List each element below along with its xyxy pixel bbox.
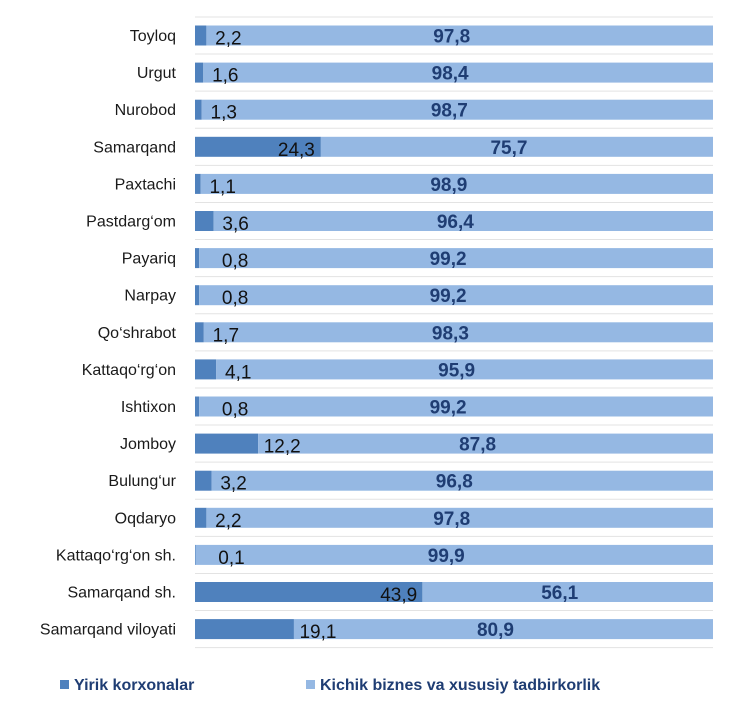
bar-yirik — [195, 359, 217, 380]
value-label-yirik: 1,6 — [212, 66, 238, 87]
bars — [195, 25, 714, 640]
category-label: Kattaqo‘rg‘on — [82, 362, 176, 379]
value-label-kichik: 99,2 — [430, 249, 467, 270]
bar-kichik — [206, 25, 713, 46]
bar-yirik — [195, 322, 204, 343]
bar-kichik — [203, 62, 713, 83]
value-label-kichik: 98,3 — [432, 323, 469, 344]
category-label: Narpay — [124, 288, 176, 305]
bar-kichik — [320, 136, 713, 157]
bar-kichik — [199, 285, 714, 306]
value-label-yirik: 0,8 — [222, 288, 248, 309]
bar-yirik — [195, 619, 294, 640]
category-label: Payariq — [122, 251, 176, 268]
value-label-kichik: 97,8 — [433, 27, 470, 48]
legend-swatch-kichik — [306, 680, 315, 689]
category-label: Urgut — [137, 65, 177, 82]
legend-label-kichik: Kichik biznes va xususiy tadbirkorlik — [320, 677, 600, 694]
value-label-kichik: 96,4 — [437, 212, 474, 233]
bar-kichik — [195, 544, 713, 565]
value-label-kichik: 98,7 — [431, 101, 468, 122]
bar-yirik — [195, 136, 321, 157]
value-label-kichik: 87,8 — [459, 435, 496, 456]
category-label: Jomboy — [120, 436, 176, 453]
value-label-kichik: 56,1 — [541, 583, 578, 604]
grid-lines — [195, 16, 713, 649]
bar-kichik — [293, 619, 713, 640]
bar-yirik — [195, 470, 212, 491]
value-label-kichik: 98,9 — [430, 175, 467, 196]
category-label: Nurobod — [115, 102, 176, 119]
value-label-yirik: 0,1 — [218, 548, 244, 569]
value-label-yirik: 1,3 — [211, 103, 237, 124]
category-label: Kattaqo‘rg‘on sh. — [56, 547, 176, 564]
value-label-yirik: 4,1 — [225, 362, 251, 383]
bar-yirik — [195, 544, 196, 565]
bar-yirik — [195, 62, 204, 83]
category-label: Paxtachi — [115, 176, 176, 193]
bar-kichik — [199, 248, 714, 269]
value-label-yirik: 1,7 — [213, 325, 239, 346]
value-label-yirik: 0,8 — [222, 400, 248, 421]
category-label: Pastdarg‘om — [86, 214, 176, 231]
value-label-kichik: 99,9 — [428, 546, 465, 567]
bar-kichik — [213, 211, 713, 231]
value-label-yirik: 2,2 — [215, 29, 241, 50]
bar-kichik — [211, 470, 714, 491]
category-label: Ishtixon — [121, 399, 176, 416]
value-label-yirik: 19,1 — [299, 622, 336, 643]
bar-yirik — [195, 396, 200, 417]
value-label-kichik: 80,9 — [477, 620, 514, 641]
bar-yirik — [195, 248, 200, 269]
bar-yirik — [195, 173, 201, 194]
value-label-yirik: 24,3 — [278, 140, 315, 161]
category-label: Bulung‘ur — [108, 473, 176, 490]
value-label-yirik: 3,6 — [222, 214, 248, 235]
category-labels: Toyloq Urgut Nurobod Samarqand Paxtachi Pastd… — [40, 28, 177, 639]
bar-kichik — [422, 582, 713, 602]
category-label: Toyloq — [130, 28, 176, 45]
bar-yirik — [195, 507, 207, 528]
bar-kichik — [258, 433, 713, 454]
value-label-yirik: 12,2 — [264, 437, 301, 458]
bar-yirik — [195, 211, 214, 231]
value-labels: 2,2 97,8 1,6 98,4 1,3 98,7 24,3 75,7 1,1 98,9 3,6 9… — [209, 27, 578, 644]
bar-kichik — [206, 507, 713, 528]
value-label-yirik: 3,2 — [220, 474, 246, 495]
category-label: Samarqand — [93, 139, 176, 156]
value-label-kichik: 96,8 — [436, 472, 473, 493]
bar-kichik — [199, 396, 714, 417]
legend-swatch-yirik — [60, 680, 69, 689]
value-label-yirik: 2,2 — [215, 511, 241, 532]
value-label-kichik: 99,2 — [430, 398, 467, 419]
legend-label-yirik: Yirik korxonalar — [74, 677, 194, 694]
bar-kichik — [203, 322, 713, 343]
legend: Yirik korxonalar Kichik biznes va xususiy… — [60, 677, 600, 694]
category-label: Qo‘shrabot — [98, 325, 177, 342]
value-label-kichik: 95,9 — [438, 360, 475, 381]
category-label: Oqdaryo — [115, 510, 176, 527]
bar-kichik — [200, 173, 713, 194]
value-label-kichik: 75,7 — [490, 138, 527, 159]
value-label-kichik: 98,4 — [432, 64, 469, 85]
value-label-kichik: 97,8 — [433, 509, 470, 530]
bar-kichik — [201, 99, 713, 120]
category-label: Samarqand sh. — [67, 585, 176, 602]
bar-kichik — [216, 359, 713, 380]
value-label-yirik: 1,1 — [209, 177, 235, 198]
value-label-yirik: 0,8 — [222, 251, 248, 272]
bar-yirik — [195, 99, 202, 120]
value-label-yirik: 43,9 — [380, 585, 417, 606]
category-label: Samarqand viloyati — [40, 622, 176, 639]
bar-yirik — [195, 25, 207, 46]
value-label-kichik: 99,2 — [430, 286, 467, 307]
bar-yirik — [195, 582, 423, 602]
bar-yirik — [195, 285, 200, 306]
bar-yirik — [195, 433, 259, 454]
